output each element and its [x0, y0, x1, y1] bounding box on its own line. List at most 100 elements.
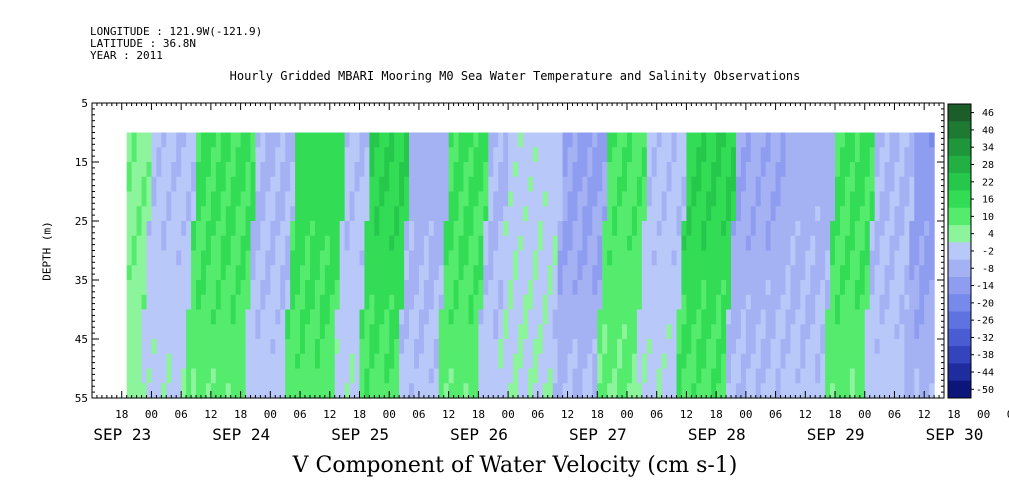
heatmap-cell — [765, 235, 772, 252]
heatmap-cell — [498, 368, 504, 384]
heatmap-cell — [617, 221, 623, 237]
heatmap-cell — [641, 368, 648, 384]
heatmap-cell — [691, 383, 697, 399]
heatmap-cell — [651, 206, 658, 222]
heatmap-cell — [577, 280, 583, 296]
heatmap-cell — [255, 324, 262, 340]
heatmap-cell — [651, 383, 658, 399]
heatmap-cell — [483, 383, 489, 399]
heatmap-cell — [914, 280, 920, 296]
heatmap-cell — [290, 132, 296, 148]
heatmap-cell — [250, 368, 257, 384]
heatmap-cell — [701, 221, 707, 237]
heatmap-cell — [582, 147, 588, 163]
heatmap-cell — [349, 191, 356, 207]
heatmap-cell — [305, 324, 311, 340]
heatmap-cell — [290, 147, 296, 163]
heatmap-cell — [527, 265, 534, 281]
heatmap-cell — [859, 206, 866, 222]
heatmap-cell — [329, 265, 336, 281]
heatmap-cell — [374, 191, 380, 207]
heatmap-cell — [622, 176, 628, 193]
heatmap-cell — [820, 221, 826, 237]
heatmap-cell — [626, 221, 633, 237]
heatmap-cell — [552, 250, 559, 266]
heatmap-cell — [498, 280, 504, 296]
heatmap-cell — [691, 235, 697, 252]
heatmap-cell — [156, 294, 162, 311]
heatmap-cell — [884, 339, 891, 355]
heatmap-cell — [676, 368, 683, 384]
heatmap-cell — [220, 147, 227, 163]
heatmap-cell — [849, 324, 856, 340]
heatmap-cell — [676, 265, 683, 281]
heatmap-cell — [924, 221, 930, 237]
heatmap-cell — [755, 265, 762, 281]
y-tick-label: 55 — [75, 392, 88, 405]
heatmap-cell — [483, 206, 489, 222]
heatmap-cell — [280, 176, 286, 193]
heatmap-cell — [433, 368, 440, 384]
heatmap-cell — [384, 324, 390, 340]
heatmap-cell — [686, 235, 692, 252]
heatmap-cell — [800, 368, 806, 384]
heatmap-cell — [166, 353, 172, 370]
heatmap-cell — [656, 339, 663, 355]
heatmap-cell — [131, 294, 138, 311]
heatmap-cell — [220, 309, 227, 325]
heatmap-cell — [156, 368, 162, 384]
heatmap-cell — [696, 265, 702, 281]
heatmap-cell — [428, 191, 435, 207]
heatmap-cell — [196, 147, 202, 163]
heatmap-cell — [205, 294, 212, 311]
heatmap-cell — [508, 294, 514, 311]
heatmap-cell — [171, 353, 177, 370]
heatmap-cell — [716, 339, 722, 355]
heatmap-cell — [681, 132, 688, 148]
heatmap-cell — [800, 191, 806, 207]
heatmap-cell — [587, 383, 593, 399]
heatmap-cell — [532, 324, 539, 340]
heatmap-cell — [780, 368, 787, 384]
heatmap-cell — [820, 147, 826, 163]
heatmap-cell — [334, 324, 341, 340]
heatmap-cell — [493, 309, 499, 325]
heatmap-cell — [572, 221, 579, 237]
heatmap-cell — [260, 221, 266, 237]
heatmap-cell — [404, 147, 410, 163]
heatmap-cell — [314, 132, 321, 148]
heatmap-cell — [399, 221, 405, 237]
heatmap-cell — [413, 368, 420, 384]
heatmap-cell — [805, 206, 811, 222]
heatmap-cell — [755, 324, 762, 340]
heatmap-cell — [210, 206, 217, 222]
heatmap-cell — [518, 176, 524, 193]
heatmap-cell — [423, 294, 430, 311]
heatmap-cell — [676, 235, 683, 252]
heatmap-cell — [200, 280, 207, 296]
heatmap-cell — [478, 265, 484, 281]
heatmap-cell — [433, 206, 440, 222]
heatmap-cell — [854, 250, 861, 266]
heatmap-cell — [319, 265, 326, 281]
heatmap-cell — [334, 353, 341, 370]
heatmap-cell — [899, 250, 905, 266]
heatmap-cell — [810, 339, 816, 355]
heatmap-cell — [820, 280, 826, 296]
heatmap-cell — [171, 221, 177, 237]
heatmap-cell — [409, 368, 415, 384]
heatmap-cell — [731, 235, 737, 252]
heatmap-cell — [929, 221, 935, 237]
heatmap-cell — [463, 324, 470, 340]
heatmap-cell — [319, 162, 326, 178]
heatmap-cell — [151, 294, 157, 311]
heatmap-cell — [542, 353, 549, 370]
heatmap-cell — [513, 162, 519, 178]
heatmap-cell — [191, 162, 197, 178]
heatmap-cell — [260, 368, 266, 384]
heatmap-cell — [448, 353, 455, 370]
heatmap-cell — [587, 368, 593, 384]
heatmap-cell — [899, 162, 905, 178]
heatmap-cell — [300, 368, 306, 384]
